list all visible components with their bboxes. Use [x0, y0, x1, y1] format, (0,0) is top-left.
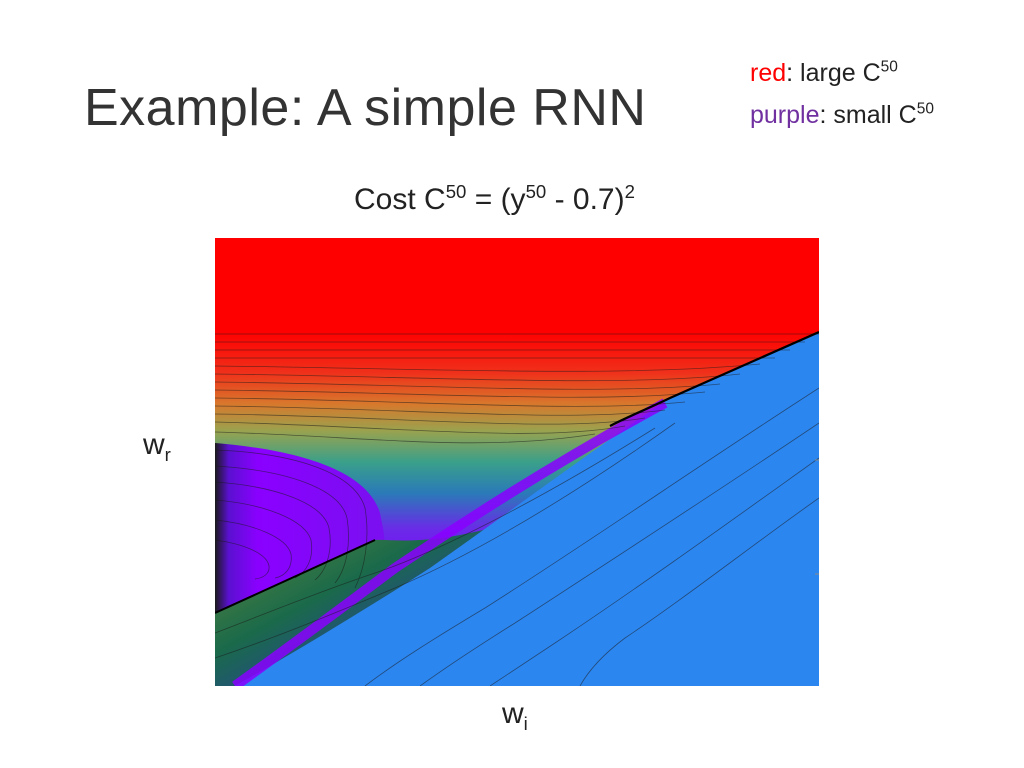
legend-purple-sup: 50: [916, 100, 934, 118]
x-axis-base: w: [502, 697, 524, 730]
high-cost-plateau: [215, 238, 819, 334]
y-axis-sub: r: [164, 444, 171, 465]
cost-suffix: - 0.7): [546, 183, 625, 216]
legend-red-sup: 50: [880, 58, 898, 76]
legend-purple-text: : small C: [819, 101, 917, 129]
legend-red-word: red: [750, 59, 787, 87]
legend-row-purple: purple: small C50: [750, 94, 934, 136]
legend-red-text: : large C: [786, 59, 881, 87]
legend-purple-word: purple: [750, 101, 820, 129]
cost-sup-1: 50: [445, 181, 467, 202]
cost-mid: = (y: [466, 183, 526, 216]
valley-ridge: [232, 398, 668, 686]
slide-title: Example: A simple RNN: [84, 79, 647, 137]
legend-row-red: red: large C50: [750, 52, 934, 94]
contour-lines: [215, 333, 819, 686]
saturated-region: [235, 332, 819, 686]
color-legend: red: large C50 purple: small C50: [750, 52, 934, 136]
x-axis-label: wi: [502, 697, 528, 734]
cost-sup-3: 2: [624, 181, 635, 202]
cost-surface-plot: [215, 238, 819, 686]
cost-prefix: Cost C: [354, 183, 446, 216]
y-axis-label: wr: [143, 428, 171, 465]
boundary-line: [609, 330, 819, 427]
y-axis-base: w: [143, 428, 165, 461]
separatrix-line: [215, 539, 376, 614]
cost-formula: Cost C50 = (y50 - 0.7)2: [354, 181, 635, 217]
cost-sup-2: 50: [525, 181, 547, 202]
x-axis-sub: i: [523, 713, 528, 734]
